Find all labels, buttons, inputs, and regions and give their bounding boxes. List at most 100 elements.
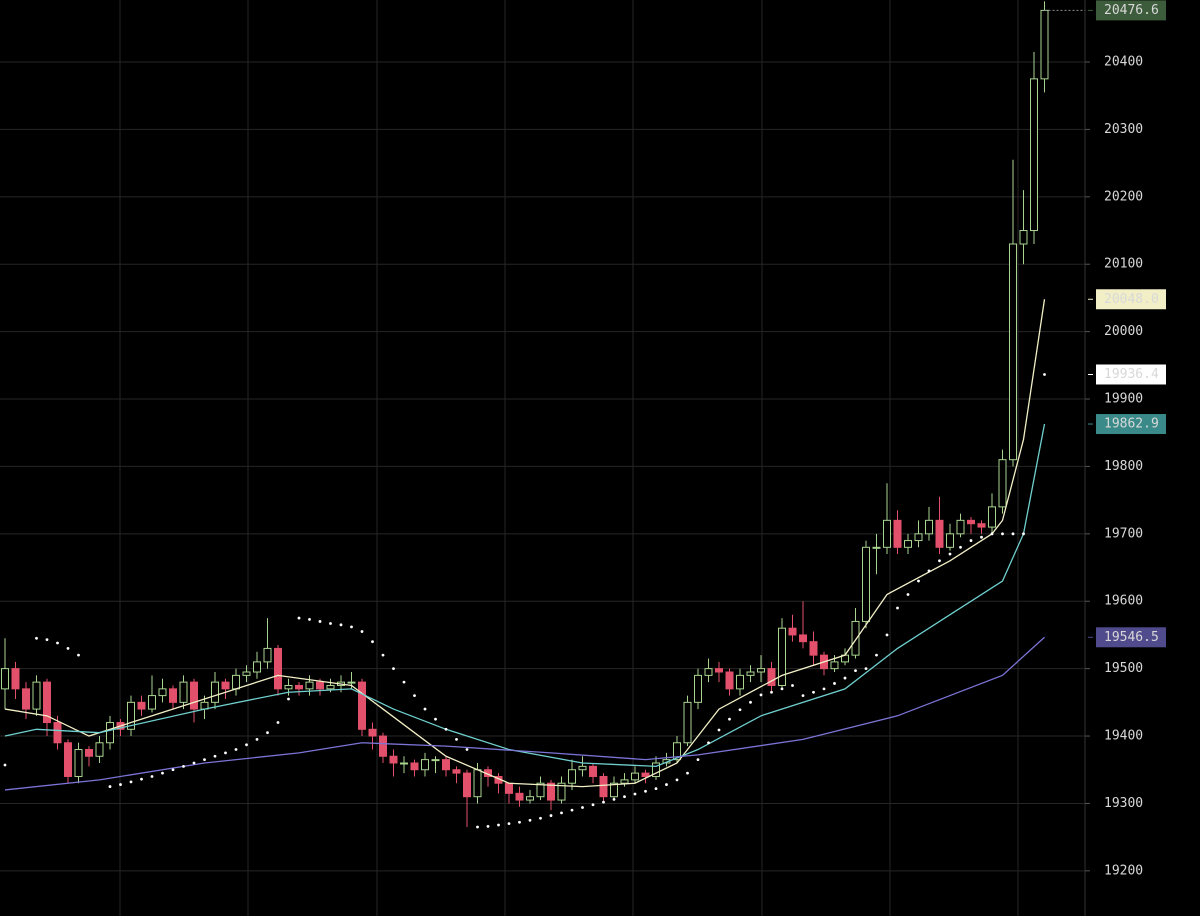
sar-dot bbox=[707, 741, 710, 745]
sar-dot bbox=[770, 690, 773, 694]
price-tag: 19862.9 bbox=[1088, 414, 1166, 435]
sar-dot bbox=[381, 653, 385, 657]
sar-dot bbox=[360, 630, 364, 633]
sar-dot bbox=[686, 771, 689, 775]
price-tag-box bbox=[1096, 414, 1166, 435]
sar-dot bbox=[213, 754, 217, 758]
candle-body bbox=[767, 668, 776, 686]
sar-dot bbox=[339, 623, 343, 627]
candle-body bbox=[410, 762, 419, 771]
price-tag: 20476.6 bbox=[1088, 0, 1166, 21]
sar-dot bbox=[780, 687, 784, 691]
candle-body bbox=[809, 641, 818, 656]
candle-body bbox=[74, 749, 83, 777]
sar-dot bbox=[927, 569, 931, 573]
sar-dot bbox=[948, 552, 952, 556]
sar-dot bbox=[749, 700, 752, 704]
candle-body bbox=[211, 681, 219, 703]
y-tick-label: 19600 bbox=[1104, 594, 1143, 609]
sar-dot bbox=[728, 717, 731, 721]
sar-dot bbox=[591, 803, 595, 807]
sar-dot bbox=[717, 728, 721, 732]
y-tick-label: 19800 bbox=[1104, 459, 1143, 474]
sar-dot bbox=[276, 721, 280, 724]
candle-body bbox=[242, 671, 251, 676]
candle-body bbox=[956, 519, 965, 535]
candle-body bbox=[977, 523, 986, 528]
candle-body bbox=[284, 684, 293, 690]
candle-body bbox=[442, 759, 450, 771]
candle-body bbox=[295, 684, 303, 690]
sar-dot bbox=[182, 764, 185, 768]
sar-dot bbox=[675, 778, 679, 782]
candle-body bbox=[736, 674, 744, 690]
sar-dot bbox=[108, 785, 112, 788]
y-tick-label: 19500 bbox=[1104, 661, 1143, 676]
sar-dot bbox=[308, 618, 311, 621]
sar-dot bbox=[476, 825, 479, 829]
candle-body bbox=[547, 782, 555, 801]
candle-body bbox=[610, 782, 618, 798]
price-tag-label: 20476.6 bbox=[1104, 3, 1159, 18]
candle-body bbox=[673, 742, 681, 761]
candle-body bbox=[1, 668, 9, 690]
candle-body bbox=[274, 647, 282, 690]
indicator-line bbox=[4, 636, 1045, 791]
sar-dot bbox=[612, 797, 616, 801]
sar-dot bbox=[150, 775, 154, 778]
candle-body bbox=[473, 769, 482, 798]
candle-body bbox=[883, 519, 891, 548]
candle-body bbox=[568, 769, 576, 784]
candle-body bbox=[316, 681, 324, 690]
sar-dot bbox=[633, 792, 637, 796]
candle-body bbox=[862, 546, 870, 622]
candle-body bbox=[22, 688, 30, 710]
candle-body bbox=[872, 546, 881, 549]
sar-dot bbox=[371, 640, 374, 644]
sar-dot bbox=[1001, 532, 1004, 536]
candle-body bbox=[169, 688, 177, 703]
sar-dot bbox=[1011, 532, 1015, 536]
y-tick-label: 20400 bbox=[1104, 55, 1143, 70]
sar-dot bbox=[864, 667, 868, 671]
candle-body bbox=[326, 684, 335, 690]
candle-body bbox=[1040, 9, 1049, 80]
candle-body bbox=[851, 620, 860, 656]
candle-body bbox=[652, 762, 660, 777]
candle-body bbox=[64, 742, 72, 777]
candle-body bbox=[158, 688, 167, 697]
price-tag-box bbox=[1096, 364, 1166, 385]
candle-body bbox=[683, 701, 692, 744]
sar-dot bbox=[885, 633, 889, 637]
sar-dot bbox=[266, 731, 269, 735]
candle-body bbox=[536, 782, 545, 798]
candle-body bbox=[725, 671, 734, 690]
sar-dot bbox=[171, 768, 175, 772]
sar-dot bbox=[486, 824, 490, 828]
y-tick-label: 19200 bbox=[1104, 863, 1143, 878]
sar-dot bbox=[434, 717, 437, 721]
sar-dot bbox=[570, 808, 574, 812]
sar-dot bbox=[329, 622, 332, 625]
sar-dot bbox=[801, 694, 805, 697]
candles bbox=[1, 1, 1049, 828]
sar-dot bbox=[507, 822, 511, 826]
sar-dot bbox=[497, 823, 500, 827]
candle-body bbox=[137, 701, 146, 710]
candle-body bbox=[452, 769, 461, 774]
sar-dot bbox=[413, 694, 416, 697]
candle-body bbox=[463, 772, 471, 798]
sar-dot bbox=[560, 811, 563, 815]
candle-body bbox=[221, 681, 230, 690]
sar-dot bbox=[161, 771, 164, 775]
sar-dot bbox=[234, 748, 238, 751]
candle-body bbox=[620, 779, 629, 784]
sar-dot bbox=[318, 620, 322, 623]
candle-body bbox=[11, 668, 20, 690]
candle-body bbox=[400, 762, 408, 765]
candle-body bbox=[641, 772, 650, 777]
sar-dot bbox=[959, 545, 962, 549]
y-tick-label: 19900 bbox=[1104, 392, 1143, 407]
sar-dot bbox=[392, 667, 395, 671]
